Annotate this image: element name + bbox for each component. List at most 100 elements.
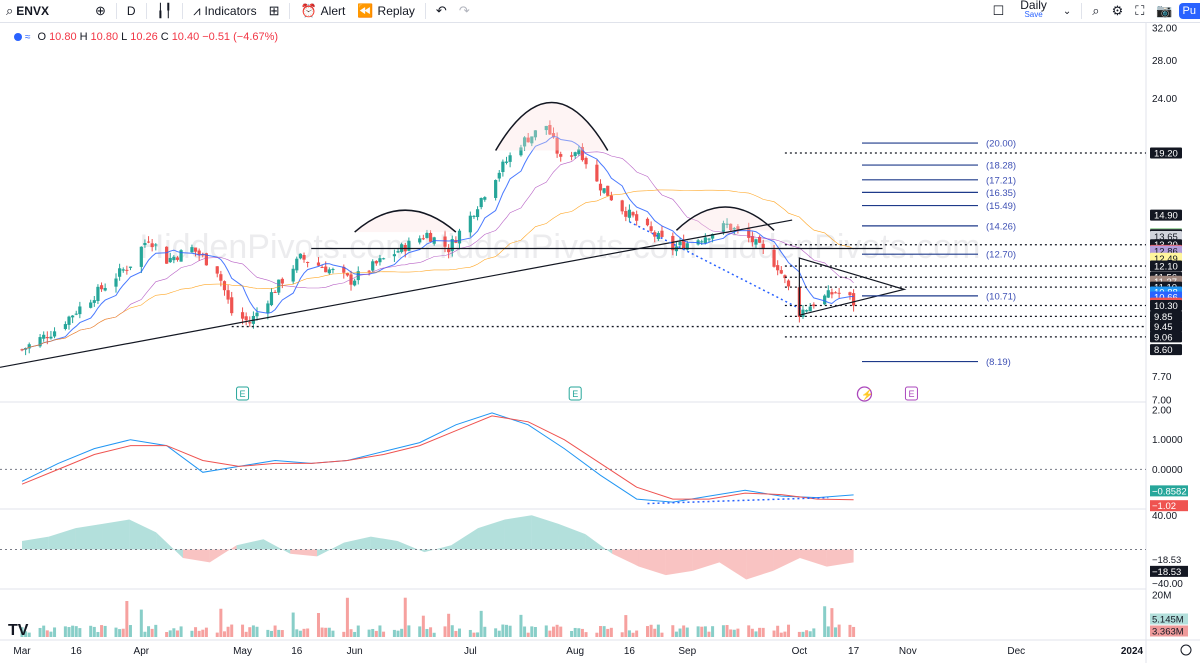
volume-bar xyxy=(67,627,71,637)
candle-body xyxy=(457,230,462,244)
oscillator-area xyxy=(209,545,237,563)
candle-body xyxy=(606,185,610,196)
candle-body xyxy=(295,258,299,271)
candle-body xyxy=(371,261,375,271)
volume-bar xyxy=(450,625,454,637)
layout-select-button[interactable]: ☐ xyxy=(987,0,1011,22)
undo-icon: ↶ xyxy=(435,3,447,18)
undo-button[interactable]: ↶ xyxy=(430,0,453,22)
candle-body xyxy=(273,291,277,293)
candle-body xyxy=(42,334,46,339)
pattern-arc xyxy=(354,209,457,233)
symbol-label: ENVX xyxy=(16,4,49,18)
layout-menu-button[interactable]: ⌄ xyxy=(1057,0,1077,22)
macd-pane[interactable]: 2.00 1.0000 0.0000 −0.8582 −1.02 xyxy=(0,405,1188,512)
time-tick-label: Dec xyxy=(1007,646,1025,657)
macd-tick-label: 1.0000 xyxy=(1152,435,1183,446)
symbol-logo-icon xyxy=(14,33,22,41)
oscillator-pane[interactable]: 40.00−40.00−18.53−18.53 xyxy=(0,511,1188,590)
fullscreen-icon: ⛶ xyxy=(1135,3,1145,18)
candle-body xyxy=(179,250,183,262)
chart-canvas[interactable]: HiddenPivots.com HiddenPivots.com Hidden… xyxy=(0,23,1200,663)
quick-search-button[interactable]: ⌕ xyxy=(1086,0,1105,22)
volume-bar xyxy=(20,627,24,637)
oscillator-area xyxy=(48,528,76,550)
volume-bar xyxy=(573,627,577,637)
price-tag-label: 9.45 xyxy=(1154,322,1173,333)
oscillator-area xyxy=(665,549,693,576)
candle-body xyxy=(627,209,632,218)
settings-button[interactable]: ⚙ xyxy=(1106,0,1130,22)
candle-body xyxy=(67,316,71,325)
oscillator-tick-label: 40.00 xyxy=(1152,511,1177,522)
macd-line xyxy=(21,415,854,501)
volume-bar xyxy=(150,628,154,637)
candle-body xyxy=(710,234,715,239)
top-toolbar: ⌕ ENVX ⊕ D ╽╿ ⩘ Indicators ⊞ ⏰ Alert ⏪ R… xyxy=(0,0,1200,23)
fib-levels: (20.00) (18.28) (17.21) (16.35) (15.49) (14.2… xyxy=(862,139,1016,368)
candle-body xyxy=(345,273,350,276)
volume-bar xyxy=(837,624,841,637)
volume-bar xyxy=(100,625,104,637)
publish-button[interactable]: Pu xyxy=(1178,3,1200,19)
volume-bar xyxy=(721,625,725,637)
redo-button[interactable]: ↷ xyxy=(453,0,476,22)
candle-body xyxy=(280,278,284,284)
price-tick-label: 7.00 xyxy=(1152,396,1172,407)
candle-body xyxy=(577,149,581,155)
candle-body xyxy=(569,155,574,157)
volume-bar xyxy=(801,631,805,637)
compare-button[interactable]: ⊕ xyxy=(89,0,112,22)
price-pane[interactable] xyxy=(20,120,856,356)
layout-name[interactable]: Daily Save xyxy=(1010,0,1057,22)
candle-body xyxy=(653,232,657,237)
templates-button[interactable]: ⊞ xyxy=(263,0,286,22)
alarm-clock-icon: ⏰ xyxy=(300,3,317,18)
oscillator-area xyxy=(343,536,371,550)
fullscreen-button[interactable]: ⛶ xyxy=(1129,0,1150,22)
price-tag-label: 12.86 xyxy=(1154,247,1178,258)
candle-body xyxy=(826,290,830,298)
volume-bar xyxy=(251,625,255,637)
watermark: HiddenPivots.com HiddenPivots.com Hidden… xyxy=(140,228,981,266)
fib-label: (17.21) xyxy=(986,175,1016,186)
price-axis[interactable]: 32.0028.0024.007.707.0019.2014.9013.8213… xyxy=(1150,24,1182,407)
time-axis[interactable]: Mar 16 Apr May 16 Jun Jul Aug 16 Sep Oct 17 Nov Dec 20… xyxy=(0,639,1200,657)
volume-bar xyxy=(570,630,574,637)
open-value: 10.80 xyxy=(49,31,77,43)
candle-body xyxy=(609,195,613,201)
snapshot-button[interactable]: 📷 xyxy=(1150,0,1178,22)
volume-bar xyxy=(497,630,501,637)
candle-body xyxy=(700,241,704,243)
volume-bar xyxy=(248,627,252,637)
earnings-marker-label: E xyxy=(240,389,246,399)
candle-body xyxy=(533,130,538,138)
macd-tick-label: 2.00 xyxy=(1152,405,1172,416)
replay-button[interactable]: ⏪ Replay xyxy=(351,0,421,22)
alert-button[interactable]: ⏰ Alert xyxy=(294,0,351,22)
chart-type-button[interactable]: ╽╿ xyxy=(151,0,179,22)
volume-bar xyxy=(674,631,678,637)
event-markers: E E E ⚡ xyxy=(236,386,918,402)
volume-bar xyxy=(826,626,830,637)
indicators-button[interactable]: ⩘ Indicators xyxy=(187,0,262,22)
moving-average-line xyxy=(21,135,854,351)
divergence-line xyxy=(647,496,829,505)
candle-body xyxy=(38,337,42,347)
candle-body xyxy=(201,254,205,256)
symbol-search[interactable]: ⌕ ENVX xyxy=(0,0,55,22)
oscillator-area xyxy=(263,539,291,554)
interval-button[interactable]: D xyxy=(121,0,142,22)
volume-bar xyxy=(660,632,664,637)
fib-label: (20.00) xyxy=(986,139,1016,150)
candle-body xyxy=(89,302,93,308)
candle-body xyxy=(392,254,397,257)
earnings-marker-label: E xyxy=(572,389,578,399)
pattern-arc xyxy=(675,206,775,231)
volume-bar xyxy=(519,614,523,637)
candle-body xyxy=(63,324,67,329)
volume-bar xyxy=(204,627,208,637)
candle-body xyxy=(779,270,783,274)
volume-bar xyxy=(671,625,675,637)
